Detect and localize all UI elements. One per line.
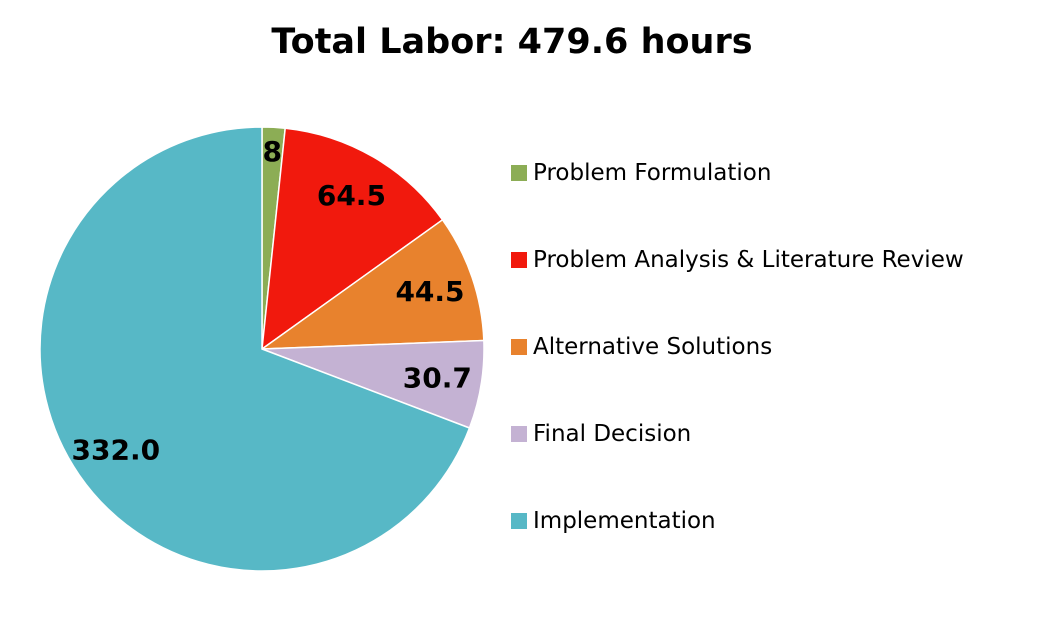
legend-item-label: Implementation [533,507,716,534]
slice-value-label: 64.5 [317,179,386,212]
pie-slice-1 [261,127,444,351]
legend-item-alternative-solutions: Alternative Solutions [511,330,964,363]
slice-value-label: 8 [263,135,282,168]
legend-swatch-icon [511,425,527,442]
legend-item-label: Problem Formulation [533,159,772,186]
chart-title: Total Labor: 479.6 hours [271,22,753,62]
legend-swatch-icon [511,512,527,529]
legend-item-problem-analysis: Problem Analysis & Literature Review [511,243,964,276]
legend-item-problem-formulation: Problem Formulation [511,156,964,189]
pie-slice-2 [259,218,485,350]
legend-item-label: Problem Analysis & Literature Review [533,246,964,273]
legend-item-label: Alternative Solutions [533,333,773,360]
slice-value-label: 30.7 [403,361,472,394]
slice-value-label: 44.5 [395,275,464,308]
legend-swatch-icon [511,164,527,181]
legend: Problem Formulation Problem Analysis & L… [511,156,964,591]
legend-swatch-icon [511,338,527,355]
legend-item-final-decision: Final Decision [511,417,964,450]
slice-value-label: 332.0 [72,433,161,466]
pie-slice-4 [39,126,471,572]
legend-item-implementation: Implementation [511,504,964,537]
legend-swatch-icon [511,251,527,268]
legend-item-label: Final Decision [533,420,692,447]
